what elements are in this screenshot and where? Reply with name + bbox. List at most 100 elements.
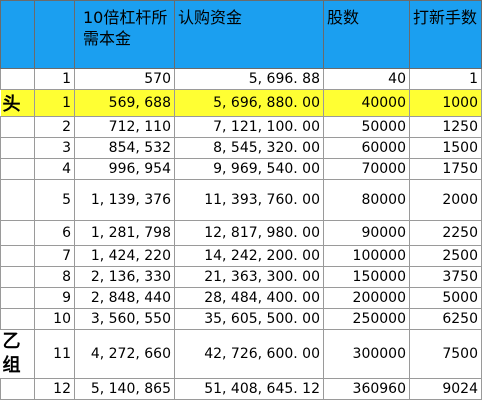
cell-idx[interactable]: 3 — [34, 137, 75, 159]
cell-shares[interactable]: 360960 — [323, 378, 410, 400]
cell-lots[interactable]: 1000 — [409, 89, 482, 117]
cell-shares[interactable]: 300000 — [323, 329, 410, 379]
cell-funds[interactable]: 28, 484, 400. 00 — [174, 287, 324, 309]
cell-capital[interactable]: 854, 532 — [74, 137, 175, 159]
cell-lots[interactable]: 9024 — [409, 378, 482, 400]
cell-idx[interactable]: 9 — [34, 287, 75, 309]
label-cell[interactable] — [0, 220, 35, 246]
cell-lots[interactable]: 5000 — [409, 287, 482, 309]
cell-idx[interactable]: 1 — [34, 68, 75, 90]
cell-shares[interactable]: 80000 — [323, 179, 410, 221]
cell-lots[interactable]: 2500 — [409, 245, 482, 267]
cell-idx[interactable]: 11 — [34, 329, 75, 379]
cell-capital[interactable]: 2, 848, 440 — [74, 287, 175, 309]
cell-lots[interactable]: 3750 — [409, 266, 482, 288]
cell-shares[interactable]: 70000 — [323, 158, 410, 180]
cell-capital[interactable]: 2, 136, 330 — [74, 266, 175, 288]
cell-lots[interactable]: 1 — [409, 68, 482, 90]
cell-capital[interactable]: 1, 424, 220 — [74, 245, 175, 267]
label-cell[interactable] — [0, 308, 35, 330]
cell-capital[interactable]: 1, 139, 376 — [74, 179, 175, 221]
cell-funds[interactable]: 21, 363, 300. 00 — [174, 266, 324, 288]
cell-idx[interactable]: 1 — [34, 89, 75, 117]
label-cell[interactable] — [0, 116, 35, 138]
table-row: 2 712, 110 7, 121, 100. 00 50000 1250 — [0, 116, 482, 138]
header-lots[interactable]: 打新手数 — [409, 0, 482, 69]
label-cell[interactable] — [0, 266, 35, 288]
label-cell[interactable] — [0, 245, 35, 267]
table-row: 10 3, 560, 550 35, 605, 500. 00 250000 6… — [0, 308, 482, 330]
cell-funds[interactable]: 11, 393, 760. 00 — [174, 179, 324, 221]
cell-lots[interactable]: 1250 — [409, 116, 482, 138]
cell-lots[interactable]: 7500 — [409, 329, 482, 379]
cell-funds[interactable]: 51, 408, 645. 12 — [174, 378, 324, 400]
cell-shares[interactable]: 40000 — [323, 89, 410, 117]
cell-shares[interactable]: 50000 — [323, 116, 410, 138]
cell-shares[interactable]: 90000 — [323, 220, 410, 246]
cell-idx[interactable]: 10 — [34, 308, 75, 330]
table-row: 1 570 5, 696. 88 40 1 — [0, 68, 482, 90]
cell-shares[interactable]: 250000 — [323, 308, 410, 330]
table-row: 12 5, 140, 865 51, 408, 645. 12 360960 9… — [0, 378, 482, 400]
table-row: 8 2, 136, 330 21, 363, 300. 00 150000 37… — [0, 266, 482, 288]
cell-lots[interactable]: 1500 — [409, 137, 482, 159]
label-cell[interactable] — [0, 287, 35, 309]
cell-shares[interactable]: 40 — [323, 68, 410, 90]
label-cell[interactable] — [0, 378, 35, 400]
cell-shares[interactable]: 200000 — [323, 287, 410, 309]
cell-funds[interactable]: 9, 969, 540. 00 — [174, 158, 324, 180]
label-cell[interactable] — [0, 137, 35, 159]
table-row: 乙 组 11 4, 272, 660 42, 726, 600. 00 3000… — [0, 329, 482, 379]
table-row: 5 1, 139, 376 11, 393, 760. 00 80000 200… — [0, 179, 482, 221]
cell-funds[interactable]: 14, 242, 200. 00 — [174, 245, 324, 267]
header-cell-a[interactable] — [0, 0, 35, 69]
cell-capital[interactable]: 4, 272, 660 — [74, 329, 175, 379]
label-yi-bottom: 组 — [2, 355, 21, 376]
cell-idx[interactable]: 7 — [34, 245, 75, 267]
label-cell[interactable] — [0, 179, 35, 221]
cell-capital[interactable]: 570 — [74, 68, 175, 90]
label-cell[interactable] — [0, 68, 35, 90]
cell-lots[interactable]: 2000 — [409, 179, 482, 221]
cell-idx[interactable]: 5 — [34, 179, 75, 221]
cell-funds[interactable]: 35, 605, 500. 00 — [174, 308, 324, 330]
header-row: 10倍杠杆所需本金 认购资金 股数 打新手数 — [0, 0, 482, 69]
cell-funds[interactable]: 8, 545, 320. 00 — [174, 137, 324, 159]
header-cell-b[interactable] — [34, 0, 75, 69]
label-yi-group[interactable]: 乙 组 — [0, 329, 35, 379]
table-row: 3 854, 532 8, 545, 320. 00 60000 1500 — [0, 137, 482, 159]
label-cell[interactable] — [0, 158, 35, 180]
cell-funds[interactable]: 7, 121, 100. 00 — [174, 116, 324, 138]
table-row: 4 996, 954 9, 969, 540. 00 70000 1750 — [0, 158, 482, 180]
cell-funds[interactable]: 5, 696. 88 — [174, 68, 324, 90]
cell-capital[interactable]: 3, 560, 550 — [74, 308, 175, 330]
cell-funds[interactable]: 12, 817, 980. 00 — [174, 220, 324, 246]
highlighted-row: 头 1 569, 688 5, 696, 880. 00 40000 1000 — [0, 89, 482, 117]
cell-shares[interactable]: 100000 — [323, 245, 410, 267]
cell-capital[interactable]: 1, 281, 798 — [74, 220, 175, 246]
table-row: 9 2, 848, 440 28, 484, 400. 00 200000 50… — [0, 287, 482, 309]
cell-lots[interactable]: 6250 — [409, 308, 482, 330]
header-funds[interactable]: 认购资金 — [174, 0, 324, 69]
cell-capital[interactable]: 569, 688 — [74, 89, 175, 117]
cell-capital[interactable]: 996, 954 — [74, 158, 175, 180]
header-shares[interactable]: 股数 — [323, 0, 410, 69]
header-capital[interactable]: 10倍杠杆所需本金 — [74, 0, 175, 69]
cell-lots[interactable]: 2250 — [409, 220, 482, 246]
table-row: 7 1, 424, 220 14, 242, 200. 00 100000 25… — [0, 245, 482, 267]
cell-lots[interactable]: 1750 — [409, 158, 482, 180]
cell-shares[interactable]: 150000 — [323, 266, 410, 288]
cell-shares[interactable]: 60000 — [323, 137, 410, 159]
cell-idx[interactable]: 8 — [34, 266, 75, 288]
cell-capital[interactable]: 5, 140, 865 — [74, 378, 175, 400]
cell-idx[interactable]: 12 — [34, 378, 75, 400]
cell-funds[interactable]: 5, 696, 880. 00 — [174, 89, 324, 117]
cell-idx[interactable]: 2 — [34, 116, 75, 138]
label-head[interactable]: 头 — [0, 89, 35, 117]
cell-capital[interactable]: 712, 110 — [74, 116, 175, 138]
cell-idx[interactable]: 6 — [34, 220, 75, 246]
cell-funds[interactable]: 42, 726, 600. 00 — [174, 329, 324, 379]
label-yi-top: 乙 — [2, 331, 21, 352]
cell-idx[interactable]: 4 — [34, 158, 75, 180]
